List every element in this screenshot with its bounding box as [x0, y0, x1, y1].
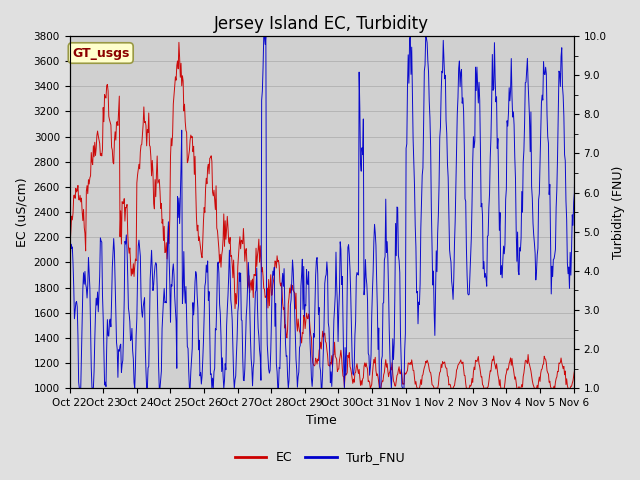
- Y-axis label: EC (uS/cm): EC (uS/cm): [15, 177, 28, 247]
- Y-axis label: Turbidity (FNU): Turbidity (FNU): [612, 166, 625, 259]
- Text: GT_usgs: GT_usgs: [72, 47, 129, 60]
- X-axis label: Time: Time: [307, 414, 337, 427]
- Title: Jersey Island EC, Turbidity: Jersey Island EC, Turbidity: [214, 15, 429, 33]
- Legend: EC, Turb_FNU: EC, Turb_FNU: [230, 446, 410, 469]
